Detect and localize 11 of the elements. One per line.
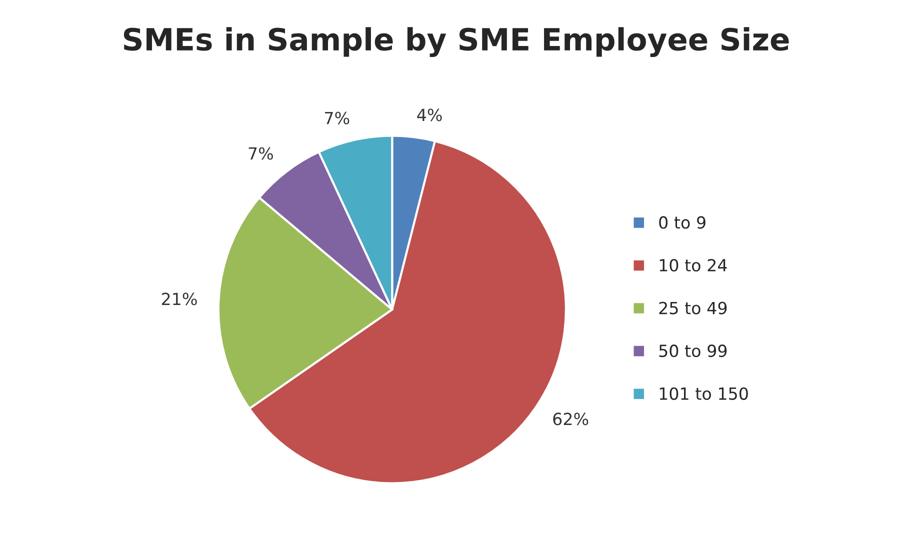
- legend-label: 25 to 49: [659, 302, 727, 314]
- chart-title: SMEs in Sample by SME Employee Size: [124, 27, 789, 57]
- legend-label: 50 to 99: [659, 344, 727, 358]
- data-label: 7%: [248, 147, 273, 160]
- data-label: 62%: [553, 412, 588, 426]
- data-label: 7%: [325, 112, 350, 124]
- legend-label: 10 to 24: [660, 258, 727, 272]
- data-label: 4%: [417, 108, 442, 122]
- legend-label: 0 to 9: [659, 216, 706, 229]
- data-label: 21%: [162, 292, 197, 306]
- legend-label: 101 to 150: [660, 387, 748, 400]
